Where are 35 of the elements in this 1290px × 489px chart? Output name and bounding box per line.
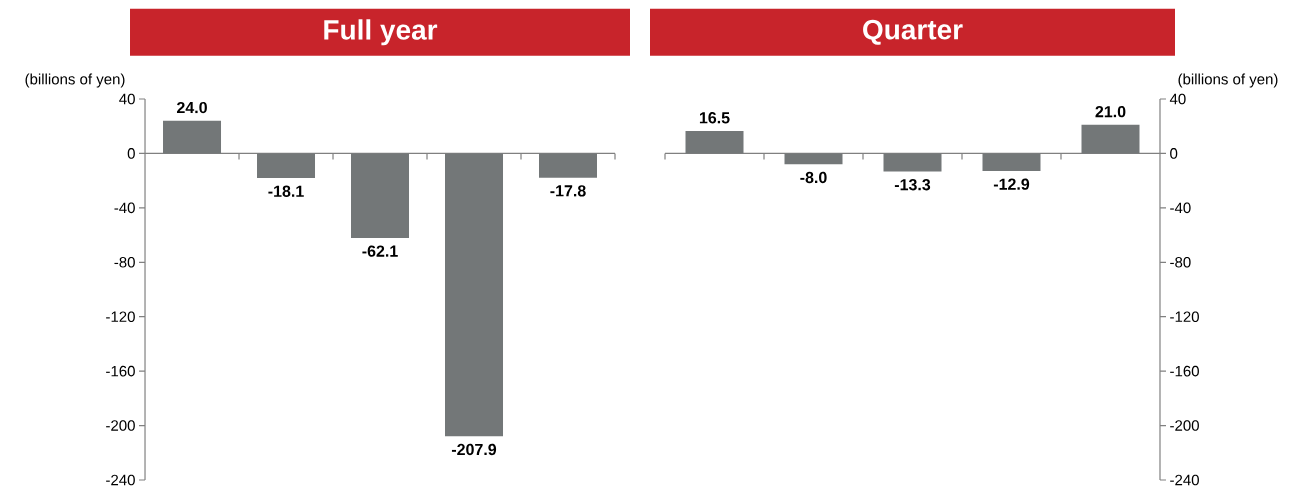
y-tick-label: -200 bbox=[106, 420, 135, 431]
data-label: -18.1 bbox=[268, 185, 304, 197]
y-tick-label: -240 bbox=[106, 474, 135, 486]
chart-title: Quarter bbox=[863, 19, 963, 45]
y2-tick-label: -200 bbox=[1170, 420, 1199, 431]
y2-tick-label: -120 bbox=[1170, 311, 1199, 323]
data-label: -13.3 bbox=[894, 179, 931, 191]
y2-tick-label: -40 bbox=[1170, 202, 1191, 214]
data-label: -62.1 bbox=[362, 245, 398, 257]
y2-tick-label: -80 bbox=[1170, 256, 1191, 268]
y-tick-label: 40 bbox=[119, 93, 135, 105]
y2-axis-title: (billions of yen) bbox=[1178, 73, 1278, 88]
data-label: -8.0 bbox=[800, 171, 827, 184]
chart-title: Full year bbox=[324, 19, 438, 46]
bar bbox=[883, 153, 942, 172]
data-label: -12.9 bbox=[993, 178, 1030, 190]
data-label: 24.0 bbox=[176, 101, 207, 114]
y-tick-label: -40 bbox=[114, 202, 135, 214]
data-label: 21.0 bbox=[1095, 105, 1126, 118]
bar bbox=[1081, 124, 1140, 154]
data-label: -207.9 bbox=[451, 443, 497, 456]
y-tick-label: 0 bbox=[127, 148, 135, 159]
y2-tick-label: -240 bbox=[1170, 474, 1199, 486]
bar bbox=[982, 153, 1041, 171]
y2-tick-label: -160 bbox=[1170, 365, 1199, 377]
bar bbox=[784, 153, 843, 165]
y-tick-label: -160 bbox=[106, 365, 135, 377]
data-label: 16.5 bbox=[699, 112, 730, 124]
y-axis-title: (billions of yen) bbox=[25, 73, 125, 88]
y2-tick-label: 40 bbox=[1169, 93, 1186, 105]
bar bbox=[685, 130, 744, 154]
data-label: -17.8 bbox=[550, 185, 586, 197]
y-tick-label: -80 bbox=[114, 256, 135, 268]
y2-tick-label: 0 bbox=[1170, 148, 1178, 159]
y-tick-label: -120 bbox=[106, 311, 135, 323]
